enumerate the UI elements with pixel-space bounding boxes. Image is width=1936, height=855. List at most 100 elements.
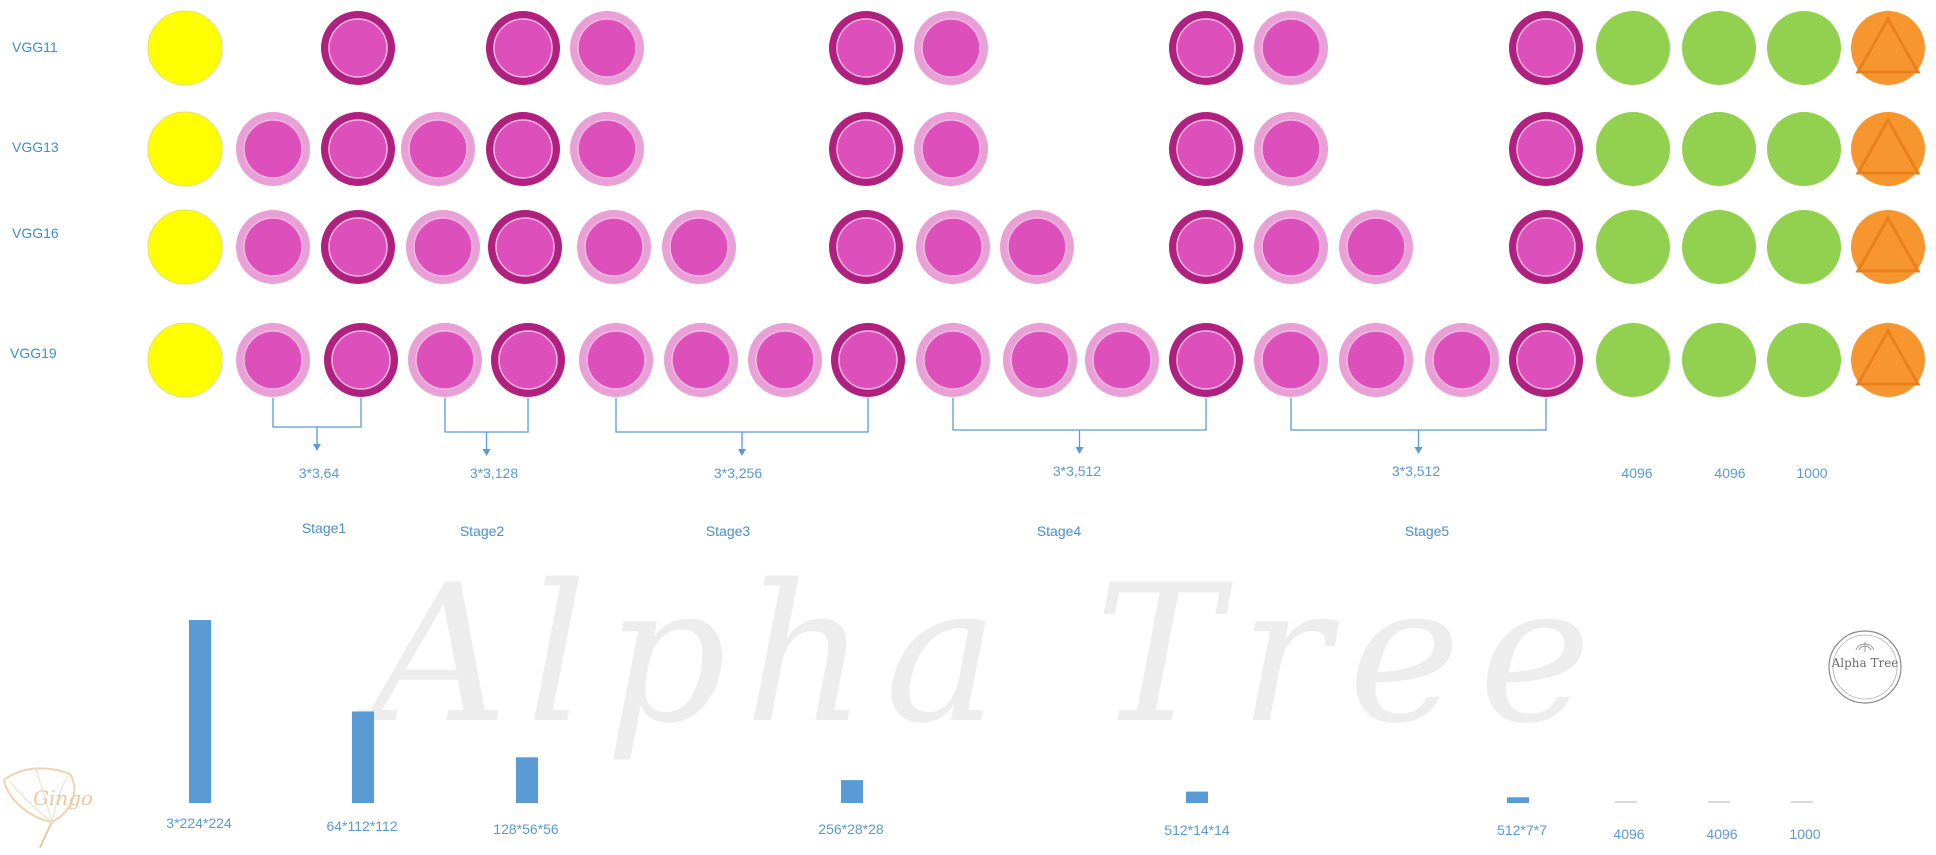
conv-core xyxy=(1176,330,1236,390)
feature-map-bar xyxy=(1507,797,1529,803)
feature-map-caption-9: 1000 xyxy=(1789,826,1821,842)
conv-core xyxy=(577,119,637,179)
conv-core xyxy=(921,119,981,179)
conv-core xyxy=(413,217,473,277)
input-layer-node xyxy=(147,322,223,398)
stage-label-2: Stage2 xyxy=(459,523,505,539)
stage-arrow-head-icon xyxy=(1075,447,1084,454)
ginkgo-leaf-logo xyxy=(2,767,76,849)
fc-layer-node xyxy=(1682,210,1756,284)
conv-core xyxy=(1346,330,1406,390)
conv-core xyxy=(495,217,555,277)
softmax-triangle-icon xyxy=(1855,15,1921,74)
input-layer-node xyxy=(147,111,223,187)
conv-core xyxy=(415,330,475,390)
conv-core xyxy=(836,18,896,78)
feature-map-bar xyxy=(352,711,374,803)
alpha-tree-stamp xyxy=(1828,630,1902,704)
softmax-triangle-icon xyxy=(1855,116,1921,175)
fc-layer-node xyxy=(1682,112,1756,186)
kernel-caption-stage3: 3*3,256 xyxy=(713,465,763,481)
softmax-layer-node xyxy=(1851,11,1925,85)
fc-layer-node xyxy=(1767,210,1841,284)
conv-core xyxy=(1261,330,1321,390)
fc-layer-node xyxy=(1596,112,1670,186)
feature-map-caption-4: 256*28*28 xyxy=(818,821,884,837)
softmax-layer-node xyxy=(1851,210,1925,284)
conv-core xyxy=(1176,119,1236,179)
conv-core xyxy=(1516,217,1576,277)
conv-core xyxy=(755,330,815,390)
conv-core xyxy=(243,119,303,179)
stage-label-3: Stage3 xyxy=(705,523,751,539)
input-layer-node xyxy=(147,209,223,285)
conv-core xyxy=(836,119,896,179)
fc-layer-node xyxy=(1767,11,1841,85)
conv-core xyxy=(1261,18,1321,78)
row-label-vgg13: VGG13 xyxy=(12,139,59,155)
conv-core xyxy=(584,217,644,277)
stage-label-5: Stage5 xyxy=(1404,523,1450,539)
feature-map-bar xyxy=(1186,791,1208,803)
conv-core xyxy=(243,330,303,390)
conv-core xyxy=(577,18,637,78)
conv-core xyxy=(1092,330,1152,390)
feature-map-caption-3: 128*56*56 xyxy=(493,821,559,837)
conv-core xyxy=(1261,217,1321,277)
feature-map-bar xyxy=(1708,801,1730,803)
conv-core xyxy=(1516,18,1576,78)
kernel-caption-stage1: 3*3,64 xyxy=(298,465,340,481)
feature-map-caption-2: 64*112*112 xyxy=(326,818,398,834)
conv-core xyxy=(1432,330,1492,390)
row-label-vgg19: VGG19 xyxy=(10,345,57,361)
feature-map-caption-8: 4096 xyxy=(1706,826,1738,842)
conv-core xyxy=(1176,217,1236,277)
stage-label-4: Stage4 xyxy=(1036,523,1082,539)
softmax-layer-node xyxy=(1851,323,1925,397)
row-label-vgg11: VGG11 xyxy=(12,39,58,55)
conv-core xyxy=(1516,330,1576,390)
softmax-layer-node xyxy=(1851,112,1925,186)
fc-layer-node xyxy=(1767,323,1841,397)
stamp-text: Alpha Tree xyxy=(1831,656,1899,670)
conv-core xyxy=(328,18,388,78)
kernel-caption-stage2: 3*3,128 xyxy=(469,465,519,481)
feature-map-caption-5: 512*14*14 xyxy=(1164,822,1230,838)
conv-core xyxy=(1176,18,1236,78)
conv-core xyxy=(923,217,983,277)
fc-layer-node xyxy=(1682,323,1756,397)
conv-core xyxy=(243,217,303,277)
feature-map-bar xyxy=(841,780,863,803)
conv-core xyxy=(836,217,896,277)
conv-core xyxy=(586,330,646,390)
kernel-caption-stage5: 3*3,512 xyxy=(1391,463,1441,479)
feature-map-bar xyxy=(516,757,538,804)
conv-core xyxy=(838,330,898,390)
feature-map-bar xyxy=(189,620,211,803)
fc-layer-node xyxy=(1682,11,1756,85)
ginkgo-logo-text: Gingo xyxy=(33,786,94,810)
feature-map-caption-7: 4096 xyxy=(1613,826,1645,842)
feature-map-bar xyxy=(1791,801,1813,803)
fc-layer-node xyxy=(1767,112,1841,186)
stage-label-1: Stage1 xyxy=(301,520,347,536)
row-label-vgg16: VGG16 xyxy=(12,225,59,241)
conv-core xyxy=(498,330,558,390)
feature-map-bar xyxy=(1615,801,1637,803)
conv-core xyxy=(493,119,553,179)
fc-layer-node xyxy=(1596,11,1670,85)
conv-core xyxy=(671,330,731,390)
fc-layer-node xyxy=(1596,323,1670,397)
conv-core xyxy=(1007,217,1067,277)
fc-layer-node xyxy=(1596,210,1670,284)
input-layer-node xyxy=(147,10,223,86)
softmax-triangle-icon xyxy=(1855,327,1921,386)
fc-size-caption-3: 1000 xyxy=(1796,465,1828,481)
conv-core xyxy=(493,18,553,78)
stage-arrow-head-icon xyxy=(313,444,321,451)
conv-core xyxy=(331,330,391,390)
conv-core xyxy=(408,119,468,179)
stage-arrow-head-icon xyxy=(738,449,746,456)
feature-map-caption-6: 512*7*7 xyxy=(1497,822,1547,838)
